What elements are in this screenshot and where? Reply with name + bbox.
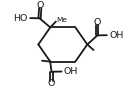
Text: O: O xyxy=(36,1,44,10)
Text: O: O xyxy=(48,79,55,88)
Text: HO: HO xyxy=(13,14,28,23)
Text: OH: OH xyxy=(64,67,78,76)
Text: Me: Me xyxy=(57,17,67,23)
Text: OH: OH xyxy=(109,31,123,40)
Text: O: O xyxy=(94,18,101,27)
